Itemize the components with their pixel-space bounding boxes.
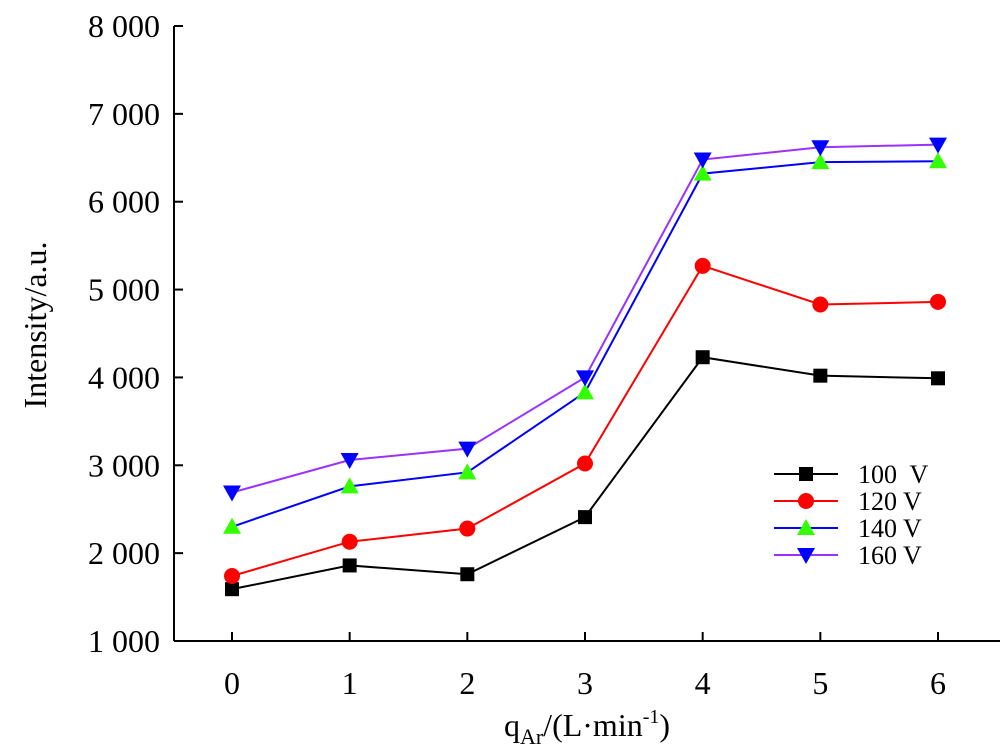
data-point [811, 153, 830, 170]
y-ticks: 1 000 2 000 3 000 4 000 5 000 6 000 7 000 8 000 [88, 8, 183, 659]
series-line [231, 143, 939, 494]
data-point [223, 517, 241, 534]
legend-label: 160 V [858, 541, 922, 570]
data-point [340, 453, 359, 470]
data-point [223, 485, 241, 502]
series-line [231, 160, 939, 528]
legend-item: 160 V [774, 541, 922, 570]
data-point [929, 152, 947, 169]
data-point [342, 558, 357, 573]
y-tick-label: 5 000 [88, 272, 160, 308]
x-axis-title-superscript: -1 [643, 706, 660, 728]
x-ticks: 0 1 2 3 4 5 6 [224, 632, 946, 701]
x-axis-title: qAr/(L·min-1) [504, 706, 670, 749]
legend-item: 140 V [774, 514, 922, 543]
x-axis-title-units: /(L·min [543, 707, 643, 743]
data-point [693, 164, 712, 181]
data-point [225, 582, 239, 597]
data-point [576, 370, 594, 387]
y-tick-label: 6 000 [88, 184, 160, 220]
legend-label: 120 V [858, 487, 922, 516]
data-point [577, 455, 593, 472]
y-tick-label: 1 000 [88, 623, 160, 659]
legend-label: 100 V [858, 460, 929, 489]
x-tick-label: 2 [459, 665, 475, 701]
x-tick-label: 5 [812, 665, 828, 701]
data-point [929, 137, 947, 154]
x-axis-title-close: ) [659, 707, 670, 743]
y-tick-label: 2 000 [88, 535, 160, 571]
series-3 [223, 152, 947, 534]
data-point [695, 350, 710, 365]
data-point [340, 477, 359, 494]
data-point [578, 510, 592, 525]
series-line [231, 264, 939, 577]
y-tick-label: 3 000 [88, 447, 160, 483]
data-point [930, 293, 946, 310]
data-point [813, 368, 828, 383]
data-point [811, 140, 830, 157]
data-point [458, 463, 477, 480]
legend-marker [797, 548, 815, 564]
data-point [576, 383, 594, 400]
x-axis-title-subscript: Ar [520, 724, 544, 749]
data-point [693, 152, 712, 169]
data-point [931, 371, 945, 386]
data-point [812, 296, 829, 313]
x-tick-label: 6 [930, 665, 946, 701]
y-axis-title: Intensity/a.u. [17, 241, 53, 408]
data-point [458, 441, 477, 458]
x-axis-title-main: q [504, 707, 520, 743]
x-tick-label: 1 [342, 665, 358, 701]
axes [173, 26, 1000, 642]
x-tick-label: 4 [695, 665, 711, 701]
data-point [694, 257, 711, 274]
legend-marker [799, 467, 813, 481]
legend-marker [797, 519, 815, 535]
data-point [459, 520, 476, 537]
y-tick-label: 8 000 [88, 8, 160, 44]
series-layer [223, 137, 947, 597]
legend-item: 120 V [774, 487, 922, 516]
legend-label: 140 V [858, 514, 922, 543]
series-1 [225, 350, 945, 597]
y-tick-label: 7 000 [88, 96, 160, 132]
x-tick-label: 0 [224, 665, 240, 701]
series-2 [224, 257, 946, 584]
data-point [224, 567, 240, 584]
data-point [341, 533, 358, 550]
x-tick-label: 3 [577, 665, 593, 701]
data-point [460, 567, 475, 582]
legend-item: 100 V [774, 460, 929, 489]
y-tick-label: 4 000 [88, 359, 160, 395]
legend-marker [798, 493, 814, 509]
series-4 [223, 137, 947, 502]
